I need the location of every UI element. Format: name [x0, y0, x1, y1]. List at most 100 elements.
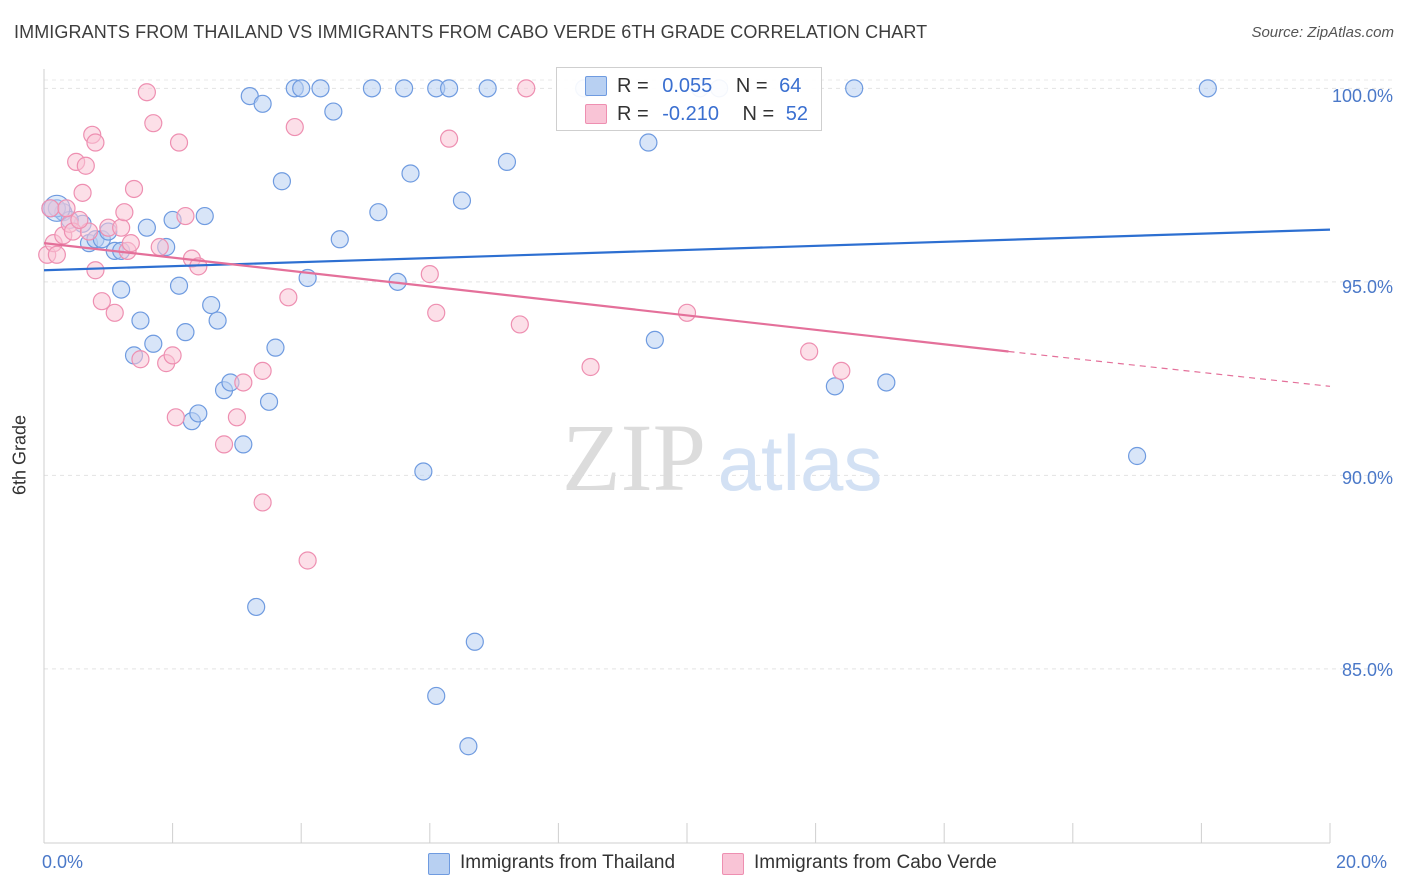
thailand-point: [362, 79, 382, 98]
y-tick-label: 90.0%: [1341, 468, 1393, 488]
y-tick-label: 95.0%: [1341, 277, 1393, 297]
caboverde-point: [214, 435, 234, 454]
bottom-legend-swatch-thailand: [428, 853, 450, 875]
caboverde-point: [439, 129, 459, 148]
caboverde-point: [227, 408, 246, 427]
thailand-point: [266, 338, 285, 357]
trend-line-thailand: [43, 228, 1331, 272]
y-axis-label: 6th Grade: [9, 414, 30, 496]
caboverde-point: [420, 265, 439, 284]
caboverde-point: [41, 199, 60, 218]
thailand-point: [112, 280, 131, 299]
thailand-point: [195, 206, 214, 226]
caboverde-point: [112, 218, 131, 237]
bottom-legend-swatch-caboverde: [722, 853, 744, 875]
caboverde-point: [581, 357, 600, 377]
thailand-point: [459, 737, 478, 756]
legend-row-thailand: R = 0.055 N = 64: [617, 75, 801, 98]
watermark-zip: ZIP: [562, 404, 706, 511]
caboverde-point: [169, 133, 189, 152]
x-tick-label-max: 20.0%: [1336, 852, 1388, 872]
stats-legend: R = 0.055 N = 64 R = -0.210 N = 52: [556, 67, 822, 131]
thailand-point: [144, 334, 163, 353]
thailand-point: [272, 172, 292, 191]
bottom-legend-thailand: Immigrants from Thailand: [460, 852, 676, 873]
caboverde-point: [47, 245, 66, 264]
thailand-point: [427, 686, 446, 706]
thailand-point: [176, 323, 195, 342]
thailand-point: [845, 79, 864, 98]
n-value: 52: [785, 103, 809, 125]
thailand-point: [639, 133, 658, 152]
caboverde-point: [253, 361, 272, 380]
thailand-point: [137, 218, 156, 237]
caboverde-point: [176, 206, 195, 226]
caboverde-point: [105, 303, 124, 322]
caboverde-point: [121, 234, 140, 253]
caboverde-point: [86, 133, 105, 152]
thailand-point: [247, 597, 266, 617]
thailand-point: [131, 311, 150, 330]
legend-row-caboverde: R = -0.210 N = 52: [617, 103, 808, 126]
thailand-point: [253, 94, 272, 113]
watermark-atlas: atlas: [718, 419, 883, 507]
source-label: Source: ZipAtlas.com: [1251, 24, 1394, 41]
n-value: 64: [779, 75, 802, 97]
series-caboverde-points: [38, 79, 851, 570]
caboverde-point: [57, 199, 76, 218]
r-label: R =: [617, 103, 649, 125]
thailand-point: [825, 377, 844, 396]
caboverde-point: [234, 373, 253, 392]
thailand-point: [189, 404, 208, 423]
caboverde-point: [137, 83, 156, 102]
x-tick-label-min: 0.0%: [42, 852, 84, 872]
r-value: 0.055: [662, 75, 713, 97]
thailand-point: [452, 191, 472, 210]
thailand-point: [259, 392, 279, 411]
caboverde-point: [163, 346, 182, 365]
thailand-point: [465, 632, 484, 651]
thailand-point: [401, 164, 420, 183]
caboverde-point: [124, 179, 144, 199]
trend-line-caboverde: [43, 242, 1009, 353]
caboverde-point: [76, 156, 95, 175]
thailand-point: [1198, 79, 1217, 98]
caboverde-point: [253, 493, 272, 512]
bottom-legend-caboverde: Immigrants from Cabo Verde: [754, 852, 997, 873]
thailand-point: [208, 311, 227, 330]
caboverde-point: [144, 114, 163, 133]
axes: [43, 69, 1331, 844]
caboverde-point: [86, 261, 105, 280]
caboverde-point: [150, 237, 169, 257]
caboverde-point: [427, 303, 446, 322]
trend-lines: [43, 228, 1331, 387]
r-label: R =: [617, 75, 649, 97]
caboverde-point: [510, 315, 529, 334]
caboverde-point: [79, 222, 99, 241]
thailand-point: [324, 102, 343, 121]
thailand-point: [202, 295, 221, 315]
thailand-point: [1127, 446, 1147, 466]
thailand-point: [234, 435, 253, 454]
n-label: N =: [735, 75, 768, 97]
thailand-point: [169, 276, 189, 295]
thailand-point: [877, 373, 896, 392]
caboverde-point: [677, 303, 697, 322]
thailand-point: [330, 230, 349, 249]
watermark: ZIP atlas: [562, 404, 882, 511]
thailand-point: [369, 203, 388, 222]
trend-line-caboverde-extension: [1008, 350, 1331, 387]
caboverde-point: [832, 361, 851, 380]
legend-swatch-caboverde: [585, 104, 607, 124]
caboverde-point: [70, 210, 89, 230]
caboverde-point: [298, 551, 317, 570]
y-tick-label: 100.0%: [1331, 86, 1393, 106]
legend-swatch-thailand: [585, 76, 607, 96]
n-label: N =: [742, 103, 775, 125]
caboverde-point: [166, 408, 185, 427]
thailand-point: [311, 79, 330, 98]
thailand-point: [645, 330, 664, 349]
caboverde-point: [73, 183, 92, 202]
r-value: -0.210: [662, 103, 719, 125]
